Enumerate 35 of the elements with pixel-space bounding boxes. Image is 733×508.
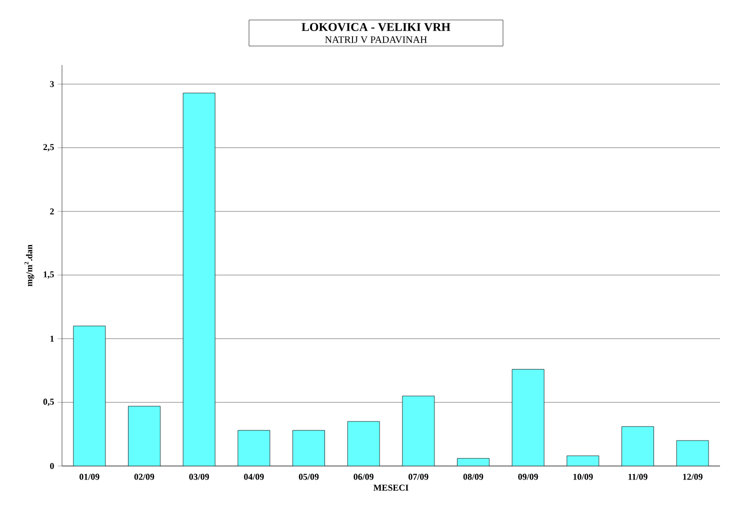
- chart-title: LOKOVICA - VELIKI VRH: [302, 22, 450, 32]
- x-tick-label: 11/09: [628, 474, 648, 480]
- y-tick-label: 3: [50, 81, 54, 88]
- bar: [676, 440, 709, 466]
- bar: [512, 369, 544, 466]
- y-tick-label: 0,5: [43, 398, 54, 406]
- x-tick-label: 10/09: [573, 474, 593, 480]
- x-tick-label: 12/09: [683, 474, 702, 480]
- x-tick-label: 05/09: [298, 474, 319, 480]
- x-tick-label: 02/09: [134, 474, 154, 480]
- x-tick-label: 04/09: [244, 474, 264, 480]
- bar: [402, 396, 434, 466]
- bar: [348, 421, 380, 466]
- y-tick-label: 0: [50, 462, 54, 470]
- bar: [128, 406, 160, 466]
- bar: [73, 326, 106, 466]
- y-tick-label: 2,5: [43, 144, 54, 152]
- bar: [566, 456, 599, 466]
- x-tick-label: 07/09: [408, 474, 428, 480]
- bar: [622, 426, 654, 466]
- x-axis-title: MESECI: [373, 484, 408, 491]
- bar: [183, 93, 216, 466]
- x-tick-label: 06/09: [354, 474, 374, 480]
- x-tick-label: 01/09: [80, 474, 100, 480]
- x-tick-label: 09/09: [518, 474, 538, 480]
- x-tick-label: 03/09: [189, 474, 209, 480]
- bar: [457, 458, 490, 466]
- bar: [292, 430, 325, 466]
- y-axis-title: mg/m$^{2}$.dan: [24, 244, 34, 286]
- x-tick-label: 08/09: [463, 474, 484, 480]
- y-tick-label: 1,5: [44, 271, 54, 279]
- chart-subtitle: NATRIJ V PADAVINAH: [325, 36, 427, 44]
- y-tick-label: 1: [50, 336, 54, 342]
- y-tick-label: 2: [50, 208, 54, 214]
- bar: [238, 430, 270, 466]
